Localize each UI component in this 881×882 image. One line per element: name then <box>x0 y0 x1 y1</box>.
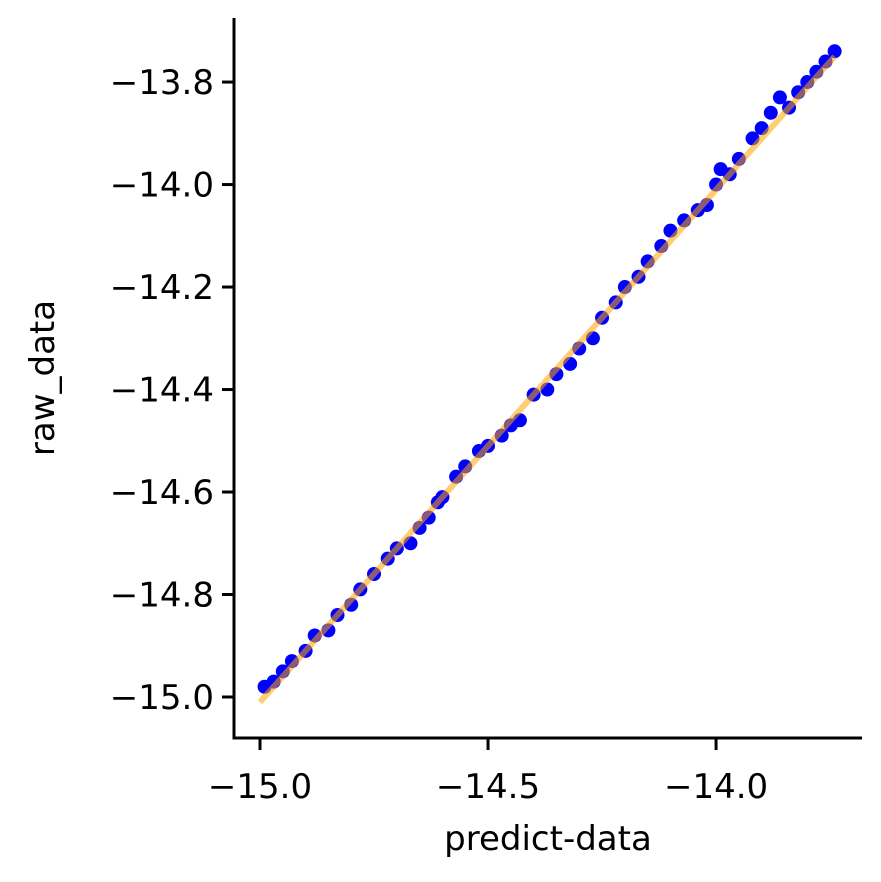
y-tick-label: −15.0 <box>110 678 214 718</box>
point <box>772 90 787 105</box>
y-tick-label: −13.8 <box>110 63 214 103</box>
x-tick-label: −14.0 <box>664 767 768 807</box>
y-axis-label: raw_data <box>23 300 63 456</box>
y-tick-label: −14.4 <box>110 371 214 411</box>
point <box>827 44 842 59</box>
y-tick-label: −14.6 <box>110 473 214 513</box>
x-axis-label: predict-data <box>444 819 652 859</box>
x-tick-label: −14.5 <box>436 767 540 807</box>
y-tick-label: −14.0 <box>110 166 214 206</box>
x-tick-label: −15.0 <box>208 767 312 807</box>
y-tick-label: −14.8 <box>110 576 214 616</box>
y-tick-label: −14.2 <box>110 268 214 308</box>
point <box>763 105 778 120</box>
fit-line <box>257 54 837 705</box>
